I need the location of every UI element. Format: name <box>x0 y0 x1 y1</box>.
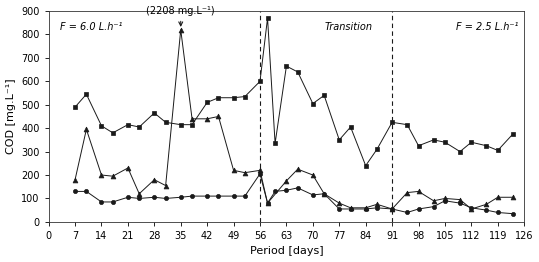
Text: F = 6.0 L.h⁻¹: F = 6.0 L.h⁻¹ <box>60 23 122 32</box>
Text: Transition: Transition <box>324 23 372 32</box>
Text: F = 2.5 L.h⁻¹: F = 2.5 L.h⁻¹ <box>456 23 519 32</box>
Y-axis label: COD [mg.L⁻¹]: COD [mg.L⁻¹] <box>5 79 16 154</box>
Text: (2208 mg.L⁻¹): (2208 mg.L⁻¹) <box>147 6 215 26</box>
X-axis label: Period [days]: Period [days] <box>250 247 323 256</box>
